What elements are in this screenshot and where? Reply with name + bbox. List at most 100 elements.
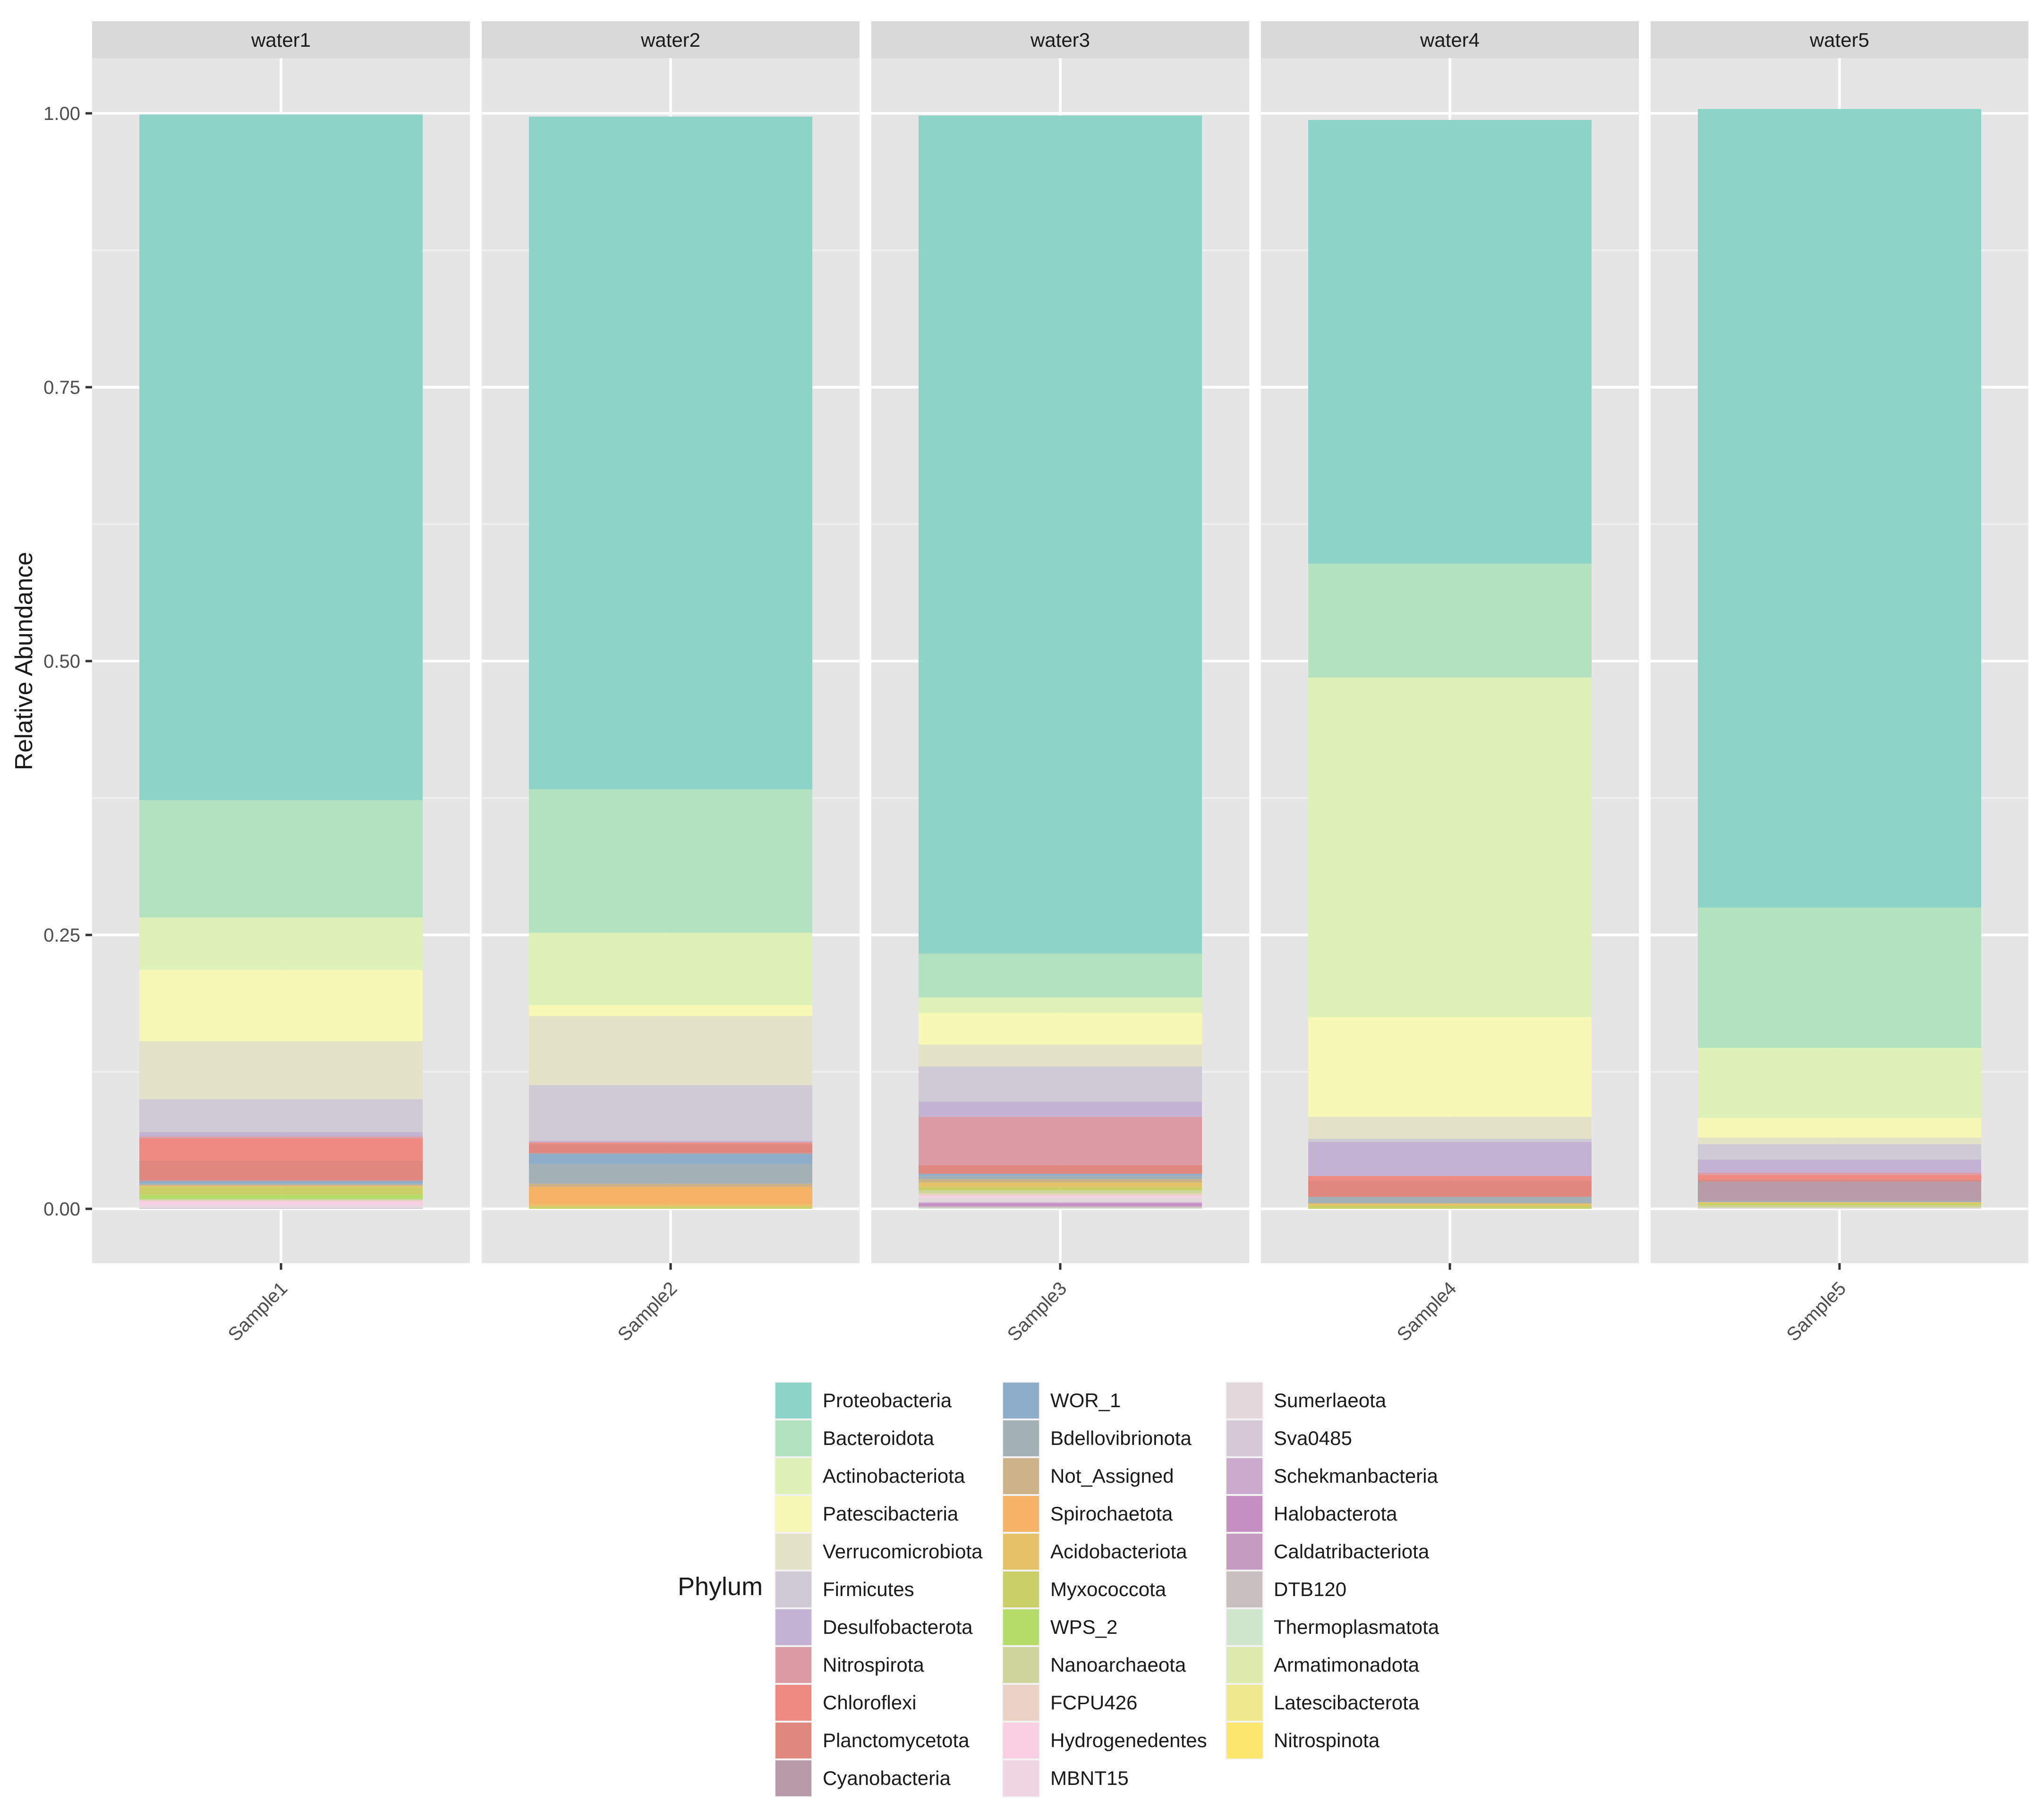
legend-item: Nanoarchaeota [1002,1646,1186,1684]
facet-strip-label: water4 [1420,29,1480,51]
x-tick-label: Sample2 [614,1278,681,1345]
legend-key [1003,1723,1039,1758]
bar-segment-nitrospirota [919,1117,1202,1165]
bar-segment-firmicutes [1308,1138,1592,1142]
bar-segment-bdellovibrionota [139,1183,423,1185]
bar-segment-nitrospirota [139,1136,423,1139]
legend-item: Verrucomicrobiota [775,1533,983,1571]
bar-segment-planctomycetota [529,1144,812,1153]
facet-strip-label: water2 [640,29,700,51]
legend-label: Proteobacteria [823,1389,952,1411]
bar-segment-bacteroidota [139,800,423,917]
legend-label: FCPU426 [1050,1691,1137,1714]
facet-strip-label: water1 [251,29,311,51]
bar-segment-myxococcota [529,1206,812,1209]
bar-segment-verrucomicrobiota [919,1045,1202,1067]
bar-segment-hydrogenedentes [919,1196,1202,1197]
bar-segment-acidobacteriota [529,1204,812,1207]
legend-label: Armatimonadota [1274,1654,1420,1676]
legend-label: Verrucomicrobiota [823,1540,983,1563]
legend-key [1226,1647,1262,1683]
bar-segment-myxococcota [139,1187,423,1195]
bar-segment-actinobacteriota [919,997,1202,1013]
bar-segment-verrucomicrobiota [1308,1117,1592,1139]
legend-label: Nitrospinota [1274,1729,1380,1751]
legend-key [1003,1685,1039,1721]
bar-segment-acidobacteriota [1698,1202,1981,1204]
legend-key [775,1685,811,1721]
bar-segment-not-assigned [529,1183,812,1187]
bar-segment-actinobacteriota [139,917,423,970]
facet-strip [92,21,470,58]
legend-item: Actinobacteriota [775,1457,965,1495]
y-tick-label: 1.00 [43,103,80,124]
bar-segment-firmicutes [1698,1144,1981,1160]
bar-segment-actinobacteriota [1308,677,1592,1017]
legend-item: Spirochaetota [1002,1495,1173,1533]
legend-key [775,1760,811,1796]
legend-key [1226,1685,1262,1721]
bar-segment-firmicutes [919,1066,1202,1102]
bar-segment-proteobacteria [1698,109,1981,908]
bar-segment-wor-1 [529,1154,812,1164]
legend-item: MBNT15 [1002,1759,1129,1797]
legend-label: Latescibacterota [1274,1691,1420,1714]
bar-segment-desulfobacterota [139,1132,423,1137]
legend-label: Myxococcota [1050,1578,1167,1600]
y-axis: 0.00 0.25 0.50 0.75 1.00 [43,103,92,1220]
bar-segment-patescibacteria [1308,1017,1592,1117]
bar-segment-verrucomicrobiota [529,1016,812,1085]
legend-key [775,1534,811,1570]
legend-item: Nitrospirota [775,1646,924,1684]
bar-segment-cyanobacteria [1698,1181,1981,1201]
legend-label: Thermoplasmatota [1274,1616,1439,1638]
bar-segment-desulfobacterota [529,1141,812,1142]
legend-item: FCPU426 [1002,1684,1137,1722]
facet-strip [482,21,860,58]
legend-label: WOR_1 [1050,1389,1121,1411]
bar-segment-chloroflexi [529,1143,812,1145]
legend-key [775,1458,811,1494]
legend-key [775,1723,811,1758]
legend-key [775,1420,811,1456]
legend-item: Desulfobacterota [775,1608,973,1646]
facet-panel: water2 Sample2 [482,21,860,1345]
legend-item: WPS_2 [1002,1608,1117,1646]
legend-item: Patescibacteria [775,1495,959,1533]
legend-label: Halobacterota [1274,1503,1397,1525]
bar-segment-hydrogenedentes [139,1201,423,1205]
bar-segment-bacteroidota [1698,908,1981,1048]
legend-item: DTB120 [1226,1571,1346,1608]
bar-segment-patescibacteria [919,1012,1202,1045]
legend-key [775,1383,811,1418]
legend-label: Not_Assigned [1050,1465,1174,1487]
bar-segment-fcpu426 [919,1193,1202,1196]
facet-panel: water3 Sample3 [871,21,1249,1345]
legend-item: Schekmanbacteria [1226,1457,1438,1495]
bar-segment-sumerlaeota [1698,1207,1981,1209]
legend-key [775,1496,811,1532]
legend-item: Thermoplasmatota [1226,1608,1439,1646]
bar-segment-bdellovibrionota [1308,1197,1592,1204]
legend-key [1226,1571,1262,1607]
legend-item: Chloroflexi [775,1684,916,1722]
legend-label: Actinobacteriota [823,1465,965,1487]
legend-item: Acidobacteriota [1002,1533,1187,1571]
bar-segment-chloroflexi [139,1138,423,1161]
legend-label: Hydrogenedentes [1050,1729,1207,1751]
bar-segment-nitrospirota [1698,1172,1981,1175]
bar-segment-nanoarchaeota [139,1199,423,1200]
facet-strip-label: water3 [1030,29,1090,51]
bar-segment-patescibacteria [1698,1118,1981,1138]
bar-segment-acidobacteriota [139,1186,423,1187]
legend-item: WOR_1 [1002,1382,1121,1419]
bar-segment-dtb120 [919,1206,1202,1208]
bar-segment-proteobacteria [919,115,1202,954]
legend-label: DTB120 [1274,1578,1346,1600]
facet-panel: water4 Sample4 [1261,21,1639,1345]
legend-item: Not_Assigned [1002,1457,1174,1495]
legend-label: WPS_2 [1050,1616,1117,1638]
bar-segment-acidobacteriota [919,1182,1202,1187]
y-axis-title: Relative Abundance [10,552,38,771]
